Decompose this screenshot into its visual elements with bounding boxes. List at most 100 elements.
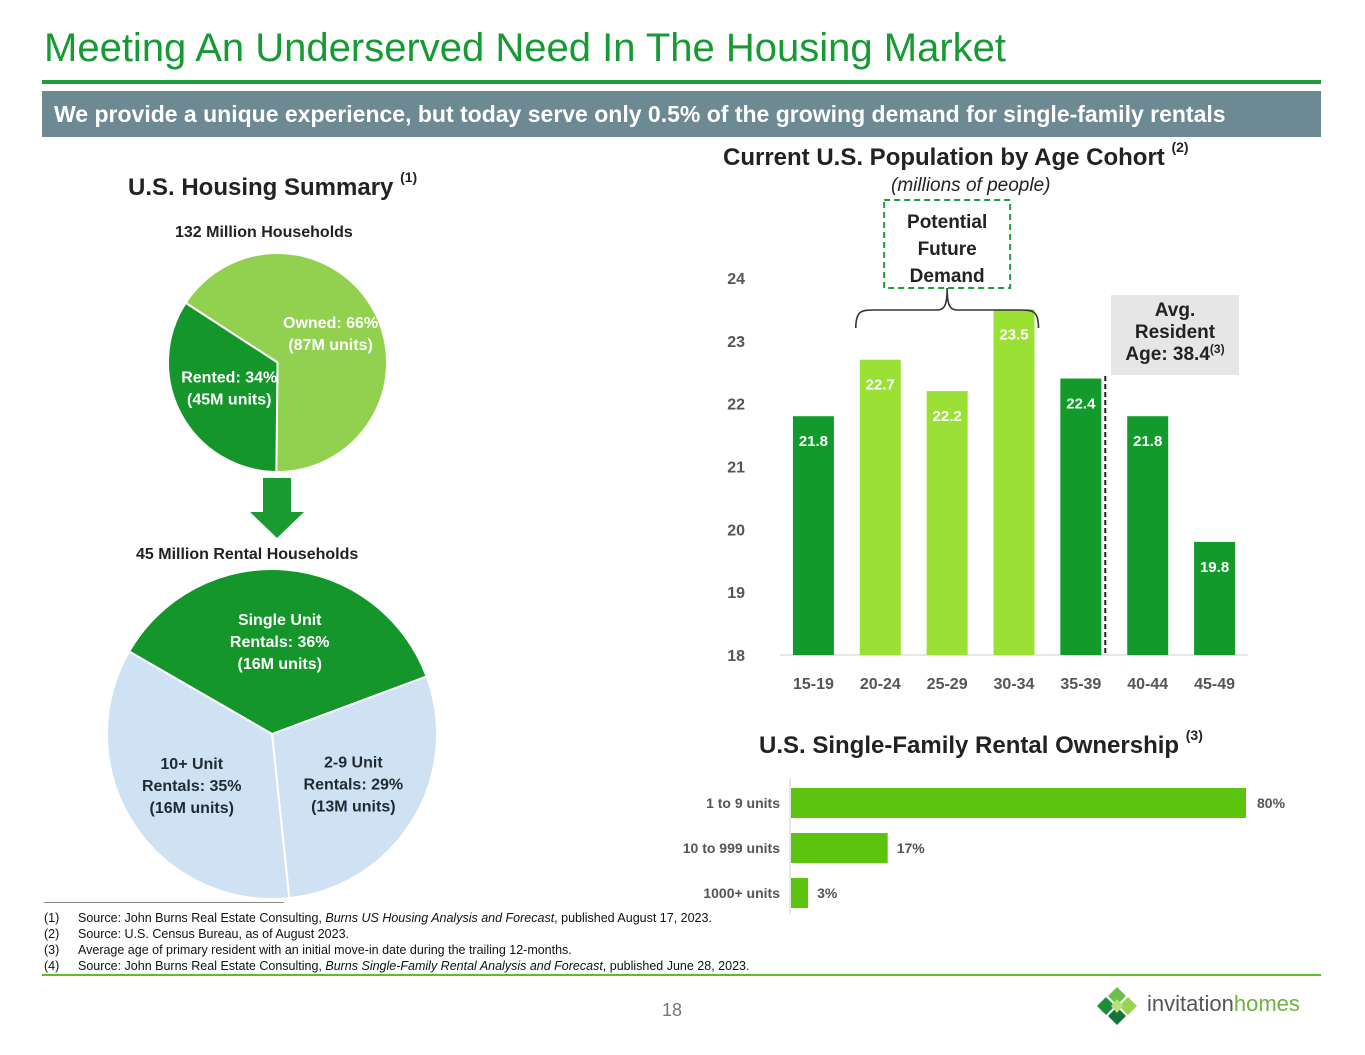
footnote-1-number: (1) (44, 911, 60, 925)
logo-word-invitation: invitation (1147, 991, 1234, 1016)
households-slice-2 (167, 301, 279, 474)
potential-demand-label-line: Future (918, 239, 977, 260)
potential-demand-label-line: Potential (907, 212, 987, 233)
footnote-2-text: Source: U.S. Census Bureau, as of August… (78, 927, 349, 941)
hbar-value-label-1: 80% (1257, 795, 1286, 811)
footnote-4-date: , published June 28, 2023. (602, 959, 750, 973)
population-title: Current U.S. Population by Age Cohort (2… (723, 139, 1189, 172)
potential-demand-box (883, 199, 1012, 289)
hbar-3 (791, 878, 809, 908)
population-footnote-ref: (2) (1171, 139, 1189, 155)
rentals-slice-label-1-line: Rentals: 36% (230, 634, 330, 651)
footnote-1-text: Source: John Burns Real Estate Consultin… (78, 911, 326, 925)
bar-40-44 (1127, 416, 1169, 655)
households-slice-label-1-line: Owned: 66% (283, 315, 378, 332)
potential-demand-label-line: Demand (910, 266, 985, 287)
footnotes: (1) Source: John Burns Real Estate Consu… (44, 910, 749, 974)
footnote-1-source: Burns US Housing Analysis and Forecast (325, 911, 555, 925)
sfr-footnote-ref: (3) (1185, 727, 1203, 743)
bar-y-tick-19: 19 (727, 585, 745, 602)
rentals-slice-1 (127, 568, 428, 736)
bar-y-tick-18: 18 (727, 648, 745, 665)
bar-20-24 (859, 359, 901, 655)
avg-age-footnote-ref: (3) (1210, 342, 1225, 356)
hbar-1 (791, 788, 1246, 818)
bar-y-tick-24: 24 (727, 271, 745, 288)
housing-summary-title-text: U.S. Housing Summary (128, 174, 394, 201)
rentals-slice-label-2-line: 2-9 Unit (324, 754, 383, 771)
households-slice-1 (184, 252, 388, 473)
bar-x-tick-30-34: 30-34 (994, 676, 1035, 693)
footnote-1-date: , published August 17, 2023. (554, 911, 712, 925)
housing-summary-footnote-ref: (1) (400, 169, 418, 185)
page-number: 18 (662, 1000, 683, 1020)
logo-word-homes: homes (1233, 991, 1300, 1016)
rentals-slice-label-2-line: (13M units) (311, 798, 395, 815)
bar-y-tick-21: 21 (727, 460, 745, 477)
footnote-divider (44, 902, 284, 903)
rental-households-pie-chart: Single Unit Rentals: 36% (16M units) 2-9 Un… (106, 568, 438, 900)
footnote-1: (1) Source: John Burns Real Estate Consu… (44, 910, 749, 926)
hbar-category-label-1: 1 to 9 units (706, 795, 780, 811)
households-slice-label-2-line: (45M units) (187, 391, 271, 408)
rentals-slice-label-1-line: Single Unit (238, 612, 322, 629)
households-pie-chart: Owned: 66% (87M units) Rented: 34% (45M uni… (167, 252, 388, 474)
age-cohort-bar-chart: 18 19 20 21 22 23 24 21.8 15-19 22.7 20-24 22.2 25-2… (727, 199, 1248, 693)
bar-value-label-40-44: 21.8 (1133, 433, 1162, 450)
bar-x-tick-25-29: 25-29 (927, 676, 968, 693)
hbar-2 (791, 833, 888, 863)
rentals-slice-label-3-line: 10+ Unit (160, 756, 223, 773)
potential-demand-brace (854, 287, 1040, 329)
bar-x-tick-40-44: 40-44 (1127, 676, 1168, 693)
footnote-4-text: Source: John Burns Real Estate Consultin… (78, 959, 326, 973)
population-subtitle: (millions of people) (891, 175, 1051, 196)
bar-y-tick-20: 20 (727, 522, 745, 539)
bar-35-39 (1060, 378, 1102, 655)
potential-demand-label: Potential Future Demand (907, 212, 987, 287)
hbar-category-label-3: 1000+ units (703, 885, 780, 901)
bar-x-tick-35-39: 35-39 (1060, 676, 1101, 693)
footnote-3-text: Average age of primary resident with an … (78, 943, 572, 957)
rentals-slice-2 (270, 675, 438, 900)
sfr-title-text: U.S. Single-Family Rental Ownership (759, 732, 1180, 759)
rentals-slice-label-3-line: Rentals: 35% (142, 778, 242, 795)
page-title: Meeting An Underserved Need In The Housi… (44, 26, 1007, 70)
avg-age-callout-box (1111, 295, 1239, 375)
avg-age-label-line: Resident (1135, 322, 1216, 343)
rentals-slice-label-3: 10+ Unit Rentals: 35% (16M units) (142, 756, 242, 817)
housing-summary-title: U.S. Housing Summary (1) (128, 169, 417, 202)
bar-x-tick-45-49: 45-49 (1194, 676, 1235, 693)
rentals-slice-label-2-line: Rentals: 29% (304, 776, 404, 793)
hbar-category-label-2: 10 to 999 units (683, 840, 780, 856)
footer-rule (42, 974, 1321, 976)
footnote-2-number: (2) (44, 927, 60, 941)
households-slice-label-2: Rented: 34% (45M units) (181, 369, 277, 408)
footnote-4-number: (4) (44, 959, 60, 973)
population-title-text: Current U.S. Population by Age Cohort (723, 144, 1165, 171)
households-slice-label-2-line: Rented: 34% (181, 369, 277, 386)
bar-y-tick-22: 22 (727, 397, 745, 414)
hbar-value-label-3: 3% (817, 885, 838, 901)
avg-age-value-text: Age: 38.4 (1125, 344, 1210, 365)
logo-wordmark: invitationhomes (1147, 991, 1300, 1017)
bar-30-34 (993, 309, 1035, 655)
logo-mark-icon (1097, 987, 1137, 1025)
bar-value-label-45-49: 19.8 (1200, 559, 1229, 576)
households-slice-label-1: Owned: 66% (87M units) (283, 315, 378, 354)
company-logo: invitationhomes (1095, 985, 1325, 1027)
bar-15-19 (792, 416, 834, 655)
rentals-slice-3 (106, 650, 291, 900)
avg-age-value: Age: 38.4(3) (1125, 342, 1224, 365)
sfr-title: U.S. Single-Family Rental Ownership (3) (759, 727, 1203, 760)
footnote-4: (4) Source: John Burns Real Estate Consu… (44, 958, 749, 974)
households-slice-label-1-line: (87M units) (288, 337, 372, 354)
headline-banner: We provide a unique experience, but toda… (42, 91, 1321, 137)
bar-x-tick-15-19: 15-19 (793, 676, 834, 693)
footnote-4-source: Burns Single-Family Rental Analysis and … (325, 959, 603, 973)
rentals-slice-label-2: 2-9 Unit Rentals: 29% (13M units) (304, 754, 404, 815)
footnote-2: (2) Source: U.S. Census Bureau, as of Au… (44, 926, 749, 942)
bar-value-label-20-24: 22.7 (866, 377, 895, 394)
bar-value-label-30-34: 23.5 (999, 326, 1028, 343)
bar-y-tick-23: 23 (727, 334, 745, 351)
avg-age-label-line: Avg. (1155, 300, 1195, 321)
